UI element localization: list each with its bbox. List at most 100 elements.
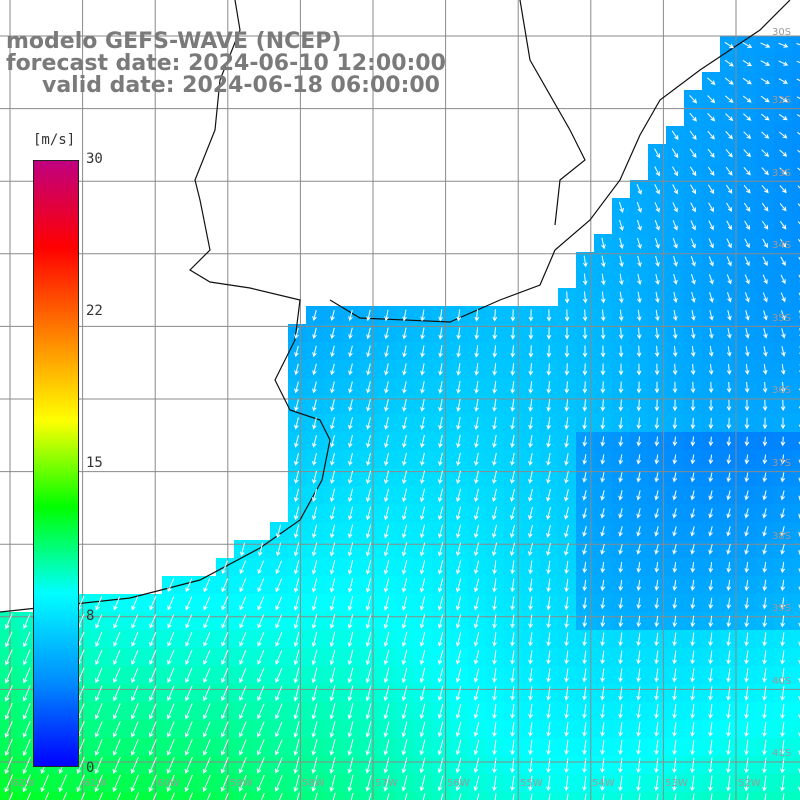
wind-arrow [113,614,121,629]
wind-arrow [330,327,335,340]
wind-arrow [329,721,336,738]
wind-arrow [782,793,785,800]
wind-arrow [564,650,569,665]
wind-arrow [329,756,336,774]
wind-arrow [94,703,103,720]
wind-cell [306,792,325,800]
wind-arrow [314,792,318,800]
wind-arrow [744,381,750,394]
wind-arrow [600,363,606,376]
wind-arrow [690,704,695,719]
wind-arrow [744,508,749,519]
wind-arrow [724,41,735,49]
lon-label: 52W [738,778,761,789]
wind-arrow [330,470,335,485]
wind-arrow [762,526,767,537]
wind-arrow [600,436,606,447]
wind-arrow [347,667,354,684]
wind-arrow [22,738,31,757]
wind-arrow [636,219,642,231]
wind-arrow [476,793,480,800]
wind-arrow [762,399,768,412]
wind-arrow [293,685,300,702]
wind-arrow [112,756,121,774]
wind-cell [450,792,469,800]
wind-arrow [257,560,265,575]
wind-arrow [401,739,408,756]
wind-arrow [672,202,678,213]
wind-arrow [582,507,587,519]
wind-arrow [203,703,211,720]
wind-arrow [618,632,623,647]
wind-cell [36,792,55,800]
wind-arrow [762,436,768,447]
wind-arrow [726,346,732,357]
wind-cell [108,792,127,800]
wind-arrow [636,544,641,555]
wind-arrow [780,615,786,628]
wind-arrow [708,256,714,267]
wind-arrow [383,506,390,521]
wind-arrow [311,703,318,720]
wind-arrow [293,524,300,539]
wind-arrow [474,327,480,340]
wind-arrow [256,739,265,756]
wind-arrow [383,542,390,557]
coastline [0,0,791,613]
wind-arrow [365,721,372,738]
wind-arrow [582,417,588,430]
wind-arrow [239,667,247,684]
wind-arrow [113,631,121,647]
wind-arrow [528,686,533,701]
wind-arrow [546,381,552,394]
wind-arrow [365,560,372,575]
wind-arrow [709,292,714,303]
wind-arrow [473,739,480,756]
wind-arrow [618,597,624,610]
wind-arrow [220,774,229,792]
wind-arrow [636,417,642,430]
wind-arrow [564,435,569,448]
wind-arrow [564,453,569,466]
wind-arrow [546,453,551,466]
wind-arrow [419,721,426,738]
wind-arrow [420,327,425,340]
wind-arrow [350,792,354,800]
wind-arrow [473,650,480,665]
wind-arrow [293,506,300,521]
wind-arrow [564,560,569,575]
wind-arrow [708,757,713,774]
wind-arrow [744,739,749,756]
wind-arrow [600,490,605,501]
wind-arrow [368,792,372,800]
wind-arrow [761,220,769,230]
wind-arrow [744,775,749,792]
wind-arrow [654,722,659,737]
wind-arrow [636,668,641,683]
wind-arrow [796,78,800,82]
wind-arrow [600,399,606,412]
wind-arrow [546,524,551,539]
wind-arrow [438,416,443,431]
wind-arrow [510,417,515,430]
wind-arrow [636,184,642,195]
wind-arrow [419,524,426,539]
wind-arrow [672,436,678,447]
wind-cell [792,144,800,163]
wind-arrow [530,793,533,800]
wind-arrow [637,255,642,268]
wind-arrow [401,470,407,485]
wind-arrow [779,220,787,230]
wind-arrow [184,721,193,738]
lon-label: 58W [302,778,325,789]
wind-cell [54,792,73,800]
wind-arrow [239,578,247,593]
wind-arrow [744,399,750,412]
wind-arrow [618,579,624,592]
wind-arrow [600,686,605,701]
wind-arrow [167,614,175,629]
wind-arrow [600,345,606,358]
wind-arrow [510,363,516,376]
wind-arrow [708,739,713,756]
wind-arrow [401,685,408,702]
